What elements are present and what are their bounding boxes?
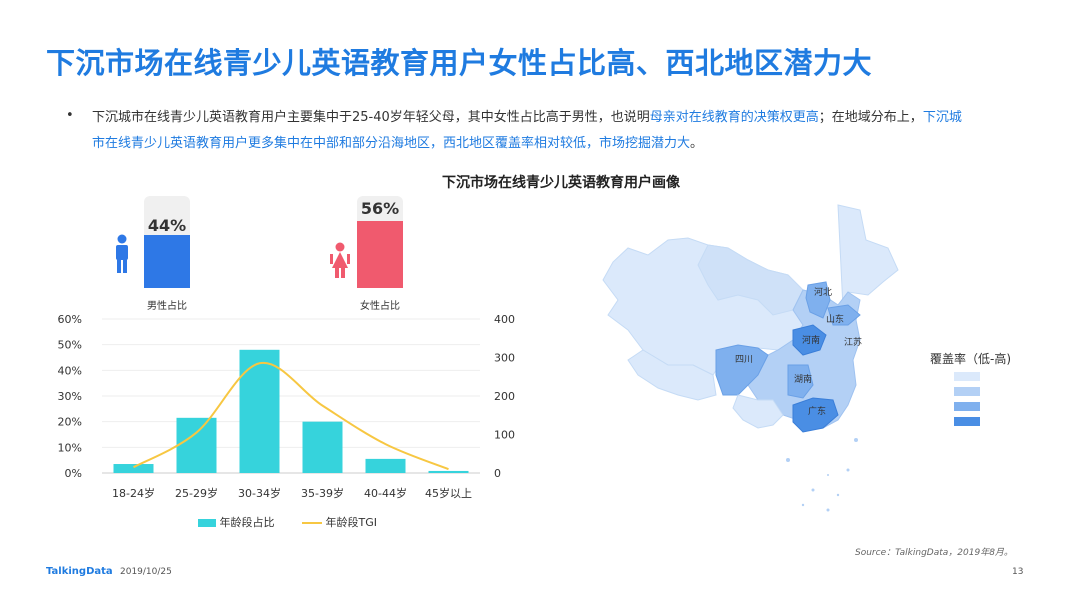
desc-part-3: 。 xyxy=(690,136,704,151)
map-region-henan xyxy=(792,324,827,356)
male-label: 男性占比 xyxy=(147,301,187,312)
map-label-guangdong: 广东 xyxy=(808,405,826,417)
map-label-shandong: 山东 xyxy=(826,313,844,325)
page-number: 13 xyxy=(1012,567,1024,577)
female-gender-block: 56% 女性占比 xyxy=(329,194,449,314)
male-percent: 44% xyxy=(147,216,187,235)
chart-legend: 年龄段占比 年龄段TGI xyxy=(198,514,377,530)
map-region-sichuan xyxy=(715,344,769,396)
map-label-jiangsu: 江苏 xyxy=(844,336,862,348)
age-bar xyxy=(113,464,154,473)
legend-swatch-line xyxy=(302,522,322,524)
legend-swatch-bar xyxy=(198,519,216,527)
map-legend-swatch-1 xyxy=(954,372,980,381)
map-legend-swatch-2 xyxy=(954,387,980,396)
x-tick-label: 35-39岁 xyxy=(301,486,344,500)
female-label: 女性占比 xyxy=(360,301,400,312)
y-left-tick: 20% xyxy=(58,416,82,429)
map-region-guangdong xyxy=(792,397,839,433)
desc-highlight-2: 下沉城市在线青少儿英语教育用户更多集中在中部和部分沿海地区，西北地区覆盖率相对较… xyxy=(92,110,962,151)
x-tick-label: 25-29岁 xyxy=(175,486,218,500)
age-distribution-chart: 0% 10% 20% 30% 40% 50% 60% 0 100 200 300 400 18-24岁 2… xyxy=(58,313,515,500)
y-right-tick: 0 xyxy=(494,467,501,480)
age-bar xyxy=(176,417,217,473)
map-label-hebei: 河北 xyxy=(814,286,832,298)
female-percent: 56% xyxy=(360,199,400,218)
slide-description: 下沉城市在线青少儿英语教育用户主要集中于25-40岁年轻父母，其中女性占比高于男… xyxy=(92,105,972,157)
map-region-northwest xyxy=(697,244,804,316)
map-region-west xyxy=(627,349,717,401)
age-bar xyxy=(302,421,343,473)
y-right-tick: 300 xyxy=(494,352,515,365)
map-legend-title: 覆盖率（低-高) xyxy=(930,352,1012,366)
legend-label-bar: 年龄段占比 xyxy=(219,516,275,529)
age-bar xyxy=(428,470,469,473)
y-left-tick: 60% xyxy=(58,313,82,326)
female-person-icon xyxy=(330,242,350,278)
map-label-sichuan: 四川 xyxy=(735,355,753,365)
talkingdata-logo: TalkingData xyxy=(46,566,113,577)
china-coverage-map: 河北 山东 河南 江苏 四川 湖南 广东 xyxy=(602,204,899,512)
x-tick-label: 45岁以上 xyxy=(425,486,472,500)
y-left-tick: 10% xyxy=(58,441,82,454)
map-label-henan: 河南 xyxy=(802,334,820,346)
source-note: Source：TalkingData，2019年8月。 xyxy=(855,548,1013,558)
footer-date: 2019/10/25 xyxy=(120,567,172,577)
map-legend-swatch-4 xyxy=(954,417,980,426)
female-bar xyxy=(357,221,403,288)
map-label-hunan: 湖南 xyxy=(794,373,812,385)
y-right-tick: 400 xyxy=(494,313,515,326)
chart-title: 下沉市场在线青少儿英语教育用户画像 xyxy=(442,175,680,191)
y-left-tick: 0% xyxy=(65,467,82,480)
legend-label-line: 年龄段TGI xyxy=(325,516,378,529)
map-region-south xyxy=(732,394,784,429)
bullet-point: • xyxy=(66,108,74,123)
desc-part-2: ；在地域分布上， xyxy=(818,110,923,125)
map-legend-swatch-3 xyxy=(954,402,980,411)
slide-title: 下沉市场在线青少儿英语教育用户女性占比高、西北地区潜力大 xyxy=(46,46,873,80)
map-region-hunan xyxy=(787,364,814,399)
map-region-shandong xyxy=(827,304,861,326)
desc-part-1: 下沉城市在线青少儿英语教育用户主要集中于25-40岁年轻父母，其中女性占比高于男… xyxy=(92,110,650,125)
age-bar xyxy=(365,458,406,473)
tgi-line xyxy=(133,362,449,471)
map-region-hebei xyxy=(805,281,831,319)
male-gender-block: 44% 男性占比 xyxy=(116,194,236,314)
y-left-tick: 30% xyxy=(58,390,82,403)
male-bar xyxy=(144,235,190,288)
y-right-tick: 100 xyxy=(494,429,515,442)
male-person-icon xyxy=(116,234,128,273)
y-right-tick: 200 xyxy=(494,390,515,403)
map-islands xyxy=(786,438,858,512)
y-left-tick: 50% xyxy=(58,339,82,352)
x-tick-label: 18-24岁 xyxy=(112,486,155,500)
x-tick-label: 40-44岁 xyxy=(364,486,407,500)
x-tick-label: 30-34岁 xyxy=(238,486,281,500)
desc-highlight-1: 母亲对在线教育的决策权更高 xyxy=(649,110,819,125)
y-left-tick: 40% xyxy=(58,364,82,377)
age-bar xyxy=(239,349,280,473)
